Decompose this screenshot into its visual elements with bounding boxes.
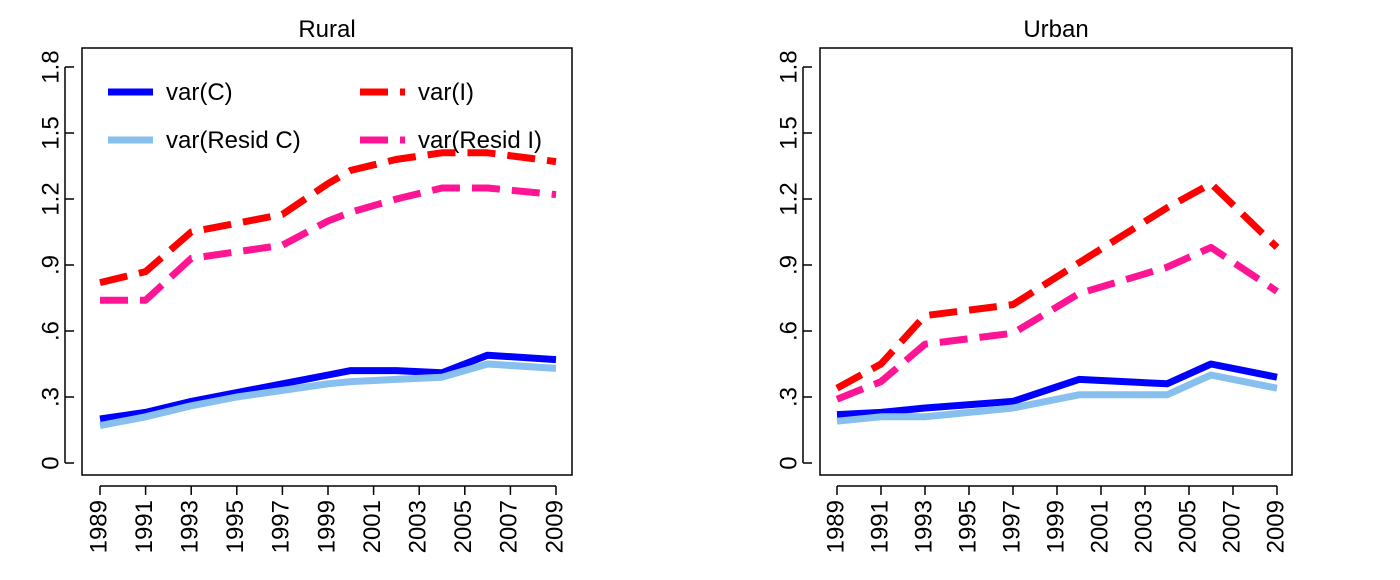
legend-label: var(C): [166, 79, 233, 106]
series-line-var-resid-c-: [836, 371, 1278, 425]
legend: var(C) var(Resid C) var(I) var(Resid I): [108, 79, 542, 154]
x-tick-label: 2007: [1218, 500, 1245, 553]
y-tick-label: 1.8: [775, 50, 802, 83]
series-line-var-i-: [835, 180, 1280, 392]
x-tick-label: 1991: [866, 500, 893, 553]
x-tick-label: 2009: [541, 500, 568, 553]
y-tick-label: 0: [775, 456, 802, 469]
x-tick-label: 1999: [313, 500, 340, 553]
y-tick-label: .3: [37, 387, 64, 407]
y-tick-label: 1.2: [775, 182, 802, 215]
y-tick-label: .6: [775, 321, 802, 341]
y-tick-label: .3: [775, 387, 802, 407]
x-tick-label: 1995: [954, 500, 981, 553]
y-tick-label: 1.2: [37, 182, 64, 215]
x-tick-label: 2001: [1086, 500, 1113, 553]
chart-panel-rural: Rural 0 .3 .6 .9 1.2 1.5 1.8 1989 1991 1993 1995 199…: [37, 16, 573, 553]
x-tick-label: 2003: [405, 500, 432, 553]
x-tick-label: 1993: [910, 500, 937, 553]
legend-label: var(Resid C): [166, 127, 301, 154]
y-tick-label: .6: [37, 321, 64, 341]
series-line-var-i-: [99, 149, 557, 287]
x-tick-label: 2005: [450, 500, 477, 553]
x-tick-label: 1991: [131, 500, 158, 553]
x-tick-label: 1995: [222, 500, 249, 553]
x-tick-label: 2005: [1174, 500, 1201, 553]
legend-label: var(Resid I): [418, 127, 542, 154]
legend-label: var(I): [418, 79, 474, 106]
x-tick-label: 1999: [1042, 500, 1069, 553]
series-line-var-c-: [99, 351, 557, 423]
x-tick-label: 2009: [1262, 500, 1289, 553]
series-line-var-resid-c-: [99, 360, 557, 430]
panel-title: Urban: [1023, 16, 1088, 43]
panel-title: Rural: [298, 16, 355, 43]
x-tick-label: 1993: [177, 500, 204, 553]
y-tick-label: 1.5: [775, 116, 802, 149]
x-tick-label: 1997: [268, 500, 295, 553]
x-tick-label: 1989: [85, 500, 112, 553]
x-tick-label: 1997: [998, 500, 1025, 553]
x-tick-label: 2003: [1130, 500, 1157, 553]
y-tick-label: .9: [775, 255, 802, 275]
x-tick-label: 2007: [496, 500, 523, 553]
x-tick-label: 1989: [822, 500, 849, 553]
y-tick-label: 0: [37, 456, 64, 469]
series-line-var-c-: [836, 360, 1278, 419]
y-tick-label: 1.5: [37, 116, 64, 149]
series-line-var-resid-i-: [835, 243, 1279, 403]
y-tick-label: .9: [37, 255, 64, 275]
series-line-var-resid-i-: [100, 184, 557, 304]
x-tick-label: 2001: [359, 500, 386, 553]
plot-frame: [819, 47, 1293, 476]
plot-frame: [81, 47, 573, 476]
y-tick-label: 1.8: [37, 50, 64, 83]
chart-panel-urban: Urban 0 .3 .6 .9 1.2 1.5 1.8 1989 1991 1993 1995 199…: [775, 16, 1293, 553]
